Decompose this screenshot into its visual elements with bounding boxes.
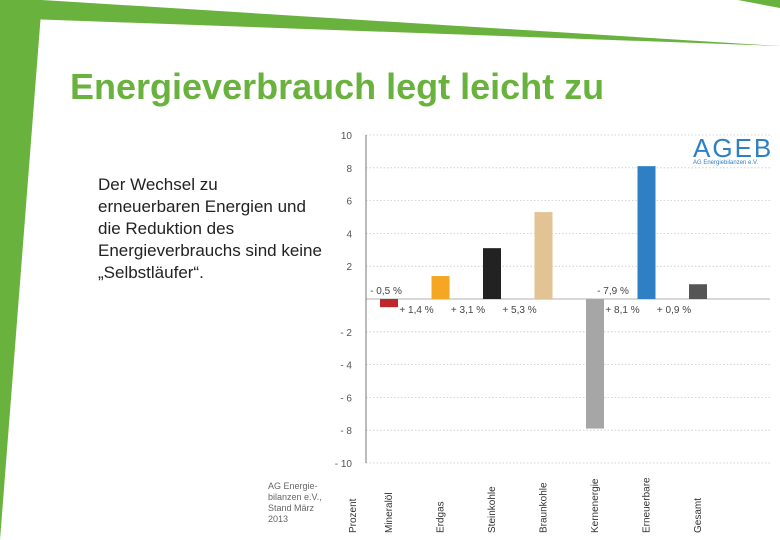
slide-title: Energieverbrauch legt leicht zu xyxy=(70,66,605,107)
y-tick-label: 6 xyxy=(346,197,352,208)
value-label: - 0,5 % xyxy=(370,286,402,297)
value-label: + 0,9 % xyxy=(657,305,691,316)
y-tick-label: - 6 xyxy=(340,393,352,404)
y-tick-label: 2 xyxy=(346,262,352,273)
energy-change-chart: 10 8 6 4 2 - 2 - 4 - 6 - 8 - 10 - 0,5 % Mineralöl + … xyxy=(335,131,770,533)
y-tick-label: - 8 xyxy=(340,426,352,437)
logo-subtitle: AG Energiebilanzen e.V. xyxy=(693,160,759,166)
slide-body-text: Der Wechsel zu erneuerbaren Energien und… xyxy=(98,175,322,282)
y-tick-label: 8 xyxy=(346,164,352,175)
source-line: 2013 xyxy=(268,514,289,524)
bar xyxy=(380,299,398,308)
category-label: Mineralöl xyxy=(384,492,395,533)
y-tick-label: 4 xyxy=(346,229,352,240)
bar xyxy=(586,299,604,429)
value-label: - 7,9 % xyxy=(597,286,629,297)
y-tick-label: 10 xyxy=(341,131,353,142)
green-left-band xyxy=(0,0,42,540)
bar xyxy=(637,166,656,299)
source-line: Stand März xyxy=(268,503,315,513)
logo-text: AGEB xyxy=(693,133,774,163)
y-tick-label: - 2 xyxy=(340,328,352,339)
ageb-logo: AGEB AG Energiebilanzen e.V. xyxy=(693,134,773,166)
value-label: + 1,4 % xyxy=(399,305,433,316)
y-tick-label: - 10 xyxy=(335,459,353,470)
value-label: + 3,1 % xyxy=(451,305,485,316)
category-label: Erneuerbare xyxy=(642,477,653,533)
white-header-panel xyxy=(42,0,780,46)
source-note: AG Energie- bilanzen e.V., Stand März 20… xyxy=(268,481,328,525)
bar xyxy=(431,276,450,299)
x-axis-label: Prozent xyxy=(348,498,359,533)
y-tick-label: - 4 xyxy=(340,361,352,372)
category-label: Kernenergie xyxy=(590,478,601,533)
value-label: + 5,3 % xyxy=(502,305,536,316)
category-label: Gesamt xyxy=(693,498,704,533)
category-label: Erdgas xyxy=(436,501,447,533)
value-label: + 8,1 % xyxy=(605,305,639,316)
bar xyxy=(534,212,553,299)
source-line: AG Energie- xyxy=(268,481,318,491)
source-line: bilanzen e.V., xyxy=(268,492,322,502)
bar xyxy=(689,284,707,299)
category-label: Steinkohle xyxy=(487,486,498,533)
bar xyxy=(483,248,501,299)
category-label: Braunkohle xyxy=(539,482,550,533)
